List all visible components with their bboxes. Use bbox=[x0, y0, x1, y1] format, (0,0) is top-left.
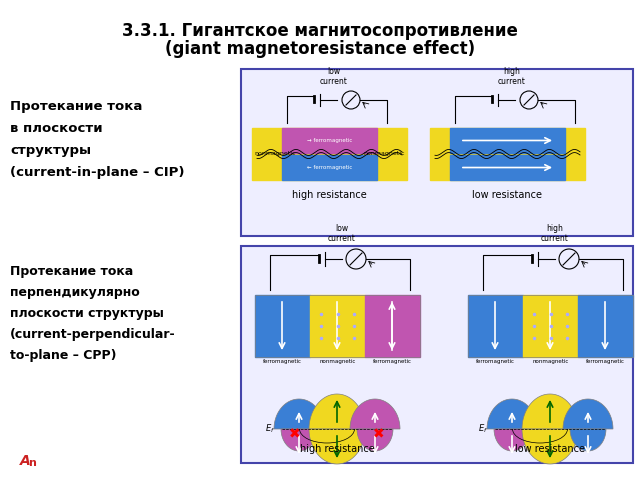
Polygon shape bbox=[522, 429, 578, 464]
Text: 3.3.1. Гигантское магнитосопротивление: 3.3.1. Гигантское магнитосопротивление bbox=[122, 22, 518, 40]
Text: (current-perpendicular-: (current-perpendicular- bbox=[10, 328, 175, 341]
Bar bbox=[578, 295, 633, 357]
Text: $E_f$: $E_f$ bbox=[478, 423, 488, 435]
Bar bbox=[252, 128, 407, 180]
Text: структуры: структуры bbox=[10, 144, 91, 157]
Text: nonmagnetic: nonmagnetic bbox=[532, 359, 569, 364]
Text: Протекание тока: Протекание тока bbox=[10, 265, 133, 278]
Text: в плоскости: в плоскости bbox=[10, 122, 102, 135]
Bar bbox=[310, 295, 365, 357]
Text: $E_f$: $E_f$ bbox=[265, 423, 275, 435]
Text: high
current: high current bbox=[498, 67, 526, 86]
Bar bbox=[450, 155, 565, 180]
Text: ferromagnetic: ferromagnetic bbox=[373, 359, 412, 364]
Bar bbox=[430, 128, 585, 180]
Text: to-plane – CPP): to-plane – CPP) bbox=[10, 349, 116, 362]
Text: плоскости структуры: плоскости структуры bbox=[10, 307, 164, 320]
Bar bbox=[365, 295, 420, 357]
Text: low
current: low current bbox=[328, 224, 356, 243]
Text: ✖: ✖ bbox=[373, 427, 385, 441]
Text: n: n bbox=[28, 458, 36, 468]
Polygon shape bbox=[494, 429, 530, 451]
Text: low
current: low current bbox=[320, 67, 348, 86]
Polygon shape bbox=[563, 399, 613, 429]
Polygon shape bbox=[357, 429, 393, 451]
Text: ferromagnetic: ferromagnetic bbox=[263, 359, 302, 364]
Bar bbox=[255, 295, 310, 357]
Polygon shape bbox=[487, 399, 537, 429]
Text: high resistance: high resistance bbox=[292, 190, 367, 200]
Polygon shape bbox=[522, 394, 578, 429]
FancyBboxPatch shape bbox=[241, 69, 633, 236]
Text: Протекание тока: Протекание тока bbox=[10, 100, 142, 113]
Text: high resistance: high resistance bbox=[300, 444, 374, 454]
Text: ← ferromagnetic: ← ferromagnetic bbox=[307, 165, 352, 170]
Bar bbox=[282, 128, 377, 153]
Bar bbox=[468, 295, 633, 357]
Bar bbox=[282, 155, 377, 180]
Text: ✖: ✖ bbox=[289, 427, 301, 441]
Polygon shape bbox=[350, 399, 400, 429]
Polygon shape bbox=[570, 429, 606, 451]
Text: (giant magnetoresistance effect): (giant magnetoresistance effect) bbox=[165, 40, 475, 58]
Text: перпендикулярно: перпендикулярно bbox=[10, 286, 140, 299]
Bar bbox=[468, 295, 523, 357]
Text: ferromagnetic: ferromagnetic bbox=[586, 359, 625, 364]
Text: (current-in-plane – CIP): (current-in-plane – CIP) bbox=[10, 166, 184, 179]
FancyBboxPatch shape bbox=[241, 246, 633, 463]
Polygon shape bbox=[274, 399, 324, 429]
Text: low resistance: low resistance bbox=[472, 190, 543, 200]
Polygon shape bbox=[309, 394, 365, 429]
Text: high
current: high current bbox=[541, 224, 569, 243]
Polygon shape bbox=[309, 429, 365, 464]
Bar bbox=[255, 295, 420, 357]
Text: ferromagnetic: ferromagnetic bbox=[476, 359, 515, 364]
Text: nonmagnetic: nonmagnetic bbox=[254, 152, 296, 156]
Text: nonmagnetic: nonmagnetic bbox=[319, 359, 356, 364]
Text: → ferromagnetic: → ferromagnetic bbox=[307, 138, 352, 143]
Text: A: A bbox=[20, 454, 31, 468]
Bar bbox=[450, 128, 565, 153]
Text: nonmagnetic: nonmagnetic bbox=[364, 152, 405, 156]
Bar bbox=[523, 295, 578, 357]
Text: low resistance: low resistance bbox=[515, 444, 585, 454]
Polygon shape bbox=[281, 429, 317, 451]
